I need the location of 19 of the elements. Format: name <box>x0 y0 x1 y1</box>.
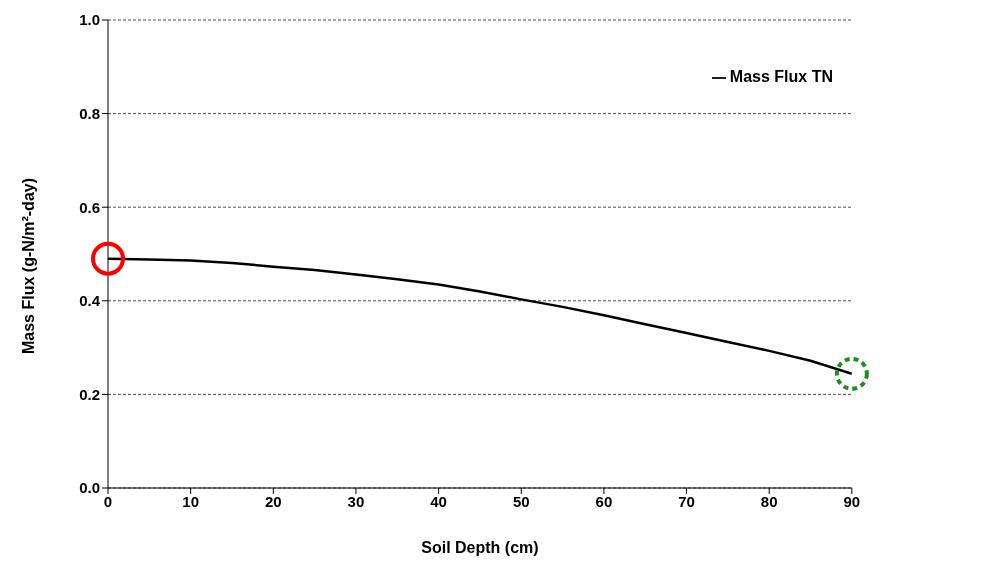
x-tick-label: 20 <box>264 492 282 510</box>
y-tick-label: 0.2 <box>79 385 100 403</box>
x-tick-label: 40 <box>430 492 447 510</box>
y-tick-label: 0.4 <box>79 292 101 310</box>
y-tick-label: 0.0 <box>79 479 100 497</box>
x-tick-label: 50 <box>512 492 530 510</box>
x-tick-label: 10 <box>182 492 199 510</box>
x-tick-label: 60 <box>595 492 613 510</box>
x-tick-label: 80 <box>760 492 778 510</box>
y-tick-label: 1.0 <box>79 11 100 29</box>
x-tick-label: 90 <box>843 492 861 510</box>
x-tick-label: 0 <box>103 492 113 510</box>
x-axis-title: Soil Depth (cm) <box>421 539 539 556</box>
y-tick-label: 0.6 <box>79 198 100 216</box>
y-axis-title: Mass Flux (g-N/m²-day) <box>19 177 37 354</box>
x-tick-label: 30 <box>347 492 365 510</box>
y-tick-label: 0.8 <box>79 104 100 122</box>
x-tick-label: 70 <box>678 492 695 510</box>
legend-label: Mass Flux TN <box>729 68 833 85</box>
